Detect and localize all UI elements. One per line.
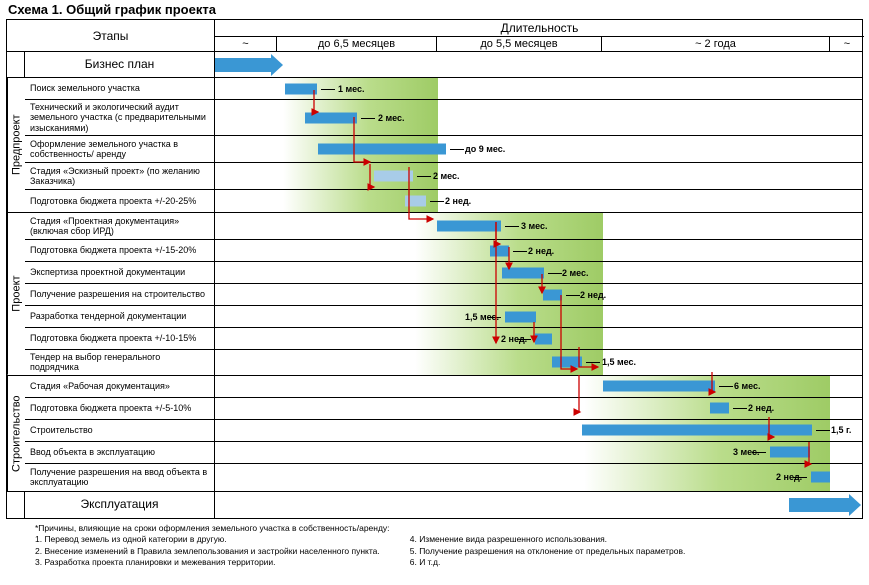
task-label: Стадия «Рабочая документация» (25, 376, 215, 397)
task-label: Стадия «Эскизный проект» (по желанию Зак… (25, 163, 215, 189)
task-label: Разработка тендерной документации (25, 306, 215, 327)
header-duration: Длительность (215, 20, 864, 37)
footnotes: *Причины, влияющие на сроки оформления з… (0, 519, 869, 569)
task-label: Получение разрешения на строительство (25, 284, 215, 305)
header-col: ~ (830, 37, 864, 51)
footnote-item: 6. И т.д. (410, 557, 686, 568)
duration-label: 1,5 мес. (602, 357, 636, 367)
duration-label: 2 нед. (776, 472, 802, 482)
gantt-bar (305, 112, 357, 123)
task-label: Подготовка бюджета проекта +/-20-25% (25, 190, 215, 212)
duration-label: до 9 мес. (465, 144, 505, 154)
footnote-item: 3. Разработка проекта планировки и межев… (35, 557, 380, 568)
task-label: Тендер на выбор генерального подрядчика (25, 350, 215, 375)
task-label: Поиск земельного участка (25, 78, 215, 99)
duration-label: 3 мес. (733, 447, 760, 457)
task-label: Стадия «Проектная документация» (включая… (25, 213, 215, 239)
gantt-bar (710, 403, 729, 414)
duration-label: 6 мес. (734, 381, 761, 391)
business-plan-label: Бизнес план (25, 52, 215, 77)
header-col: ~ (215, 37, 277, 51)
footnote-item: 1. Перевод земель из одной категории в д… (35, 534, 380, 545)
gantt-bar (285, 83, 317, 94)
duration-label: 2 мес. (433, 171, 460, 181)
gantt-bar (582, 425, 812, 436)
gantt-bar (552, 357, 582, 368)
exploitation-label: Эксплуатация (25, 492, 215, 518)
task-label: Технический и экологический аудит земель… (25, 100, 215, 135)
header-stages: Этапы (7, 20, 215, 51)
chart-title: Схема 1. Общий график проекта (0, 0, 869, 19)
exploitation-bar (789, 498, 849, 512)
group-label: Предпроект (7, 78, 25, 212)
business-plan-bar (215, 58, 271, 72)
duration-label: 1,5 мес. (465, 312, 499, 322)
gantt-chart: Этапы Длительность ~до 6,5 месяцевдо 5,5… (6, 19, 863, 519)
duration-label: 2 нед. (748, 403, 774, 413)
header-row: Этапы Длительность ~до 6,5 месяцевдо 5,5… (7, 20, 862, 52)
gantt-bar (770, 447, 810, 458)
footnote-item: 2. Внесение изменений в Правила землепол… (35, 546, 380, 557)
footnote-item: 4. Изменение вида разрешенного использов… (410, 534, 686, 545)
duration-label: 2 нед. (580, 290, 606, 300)
duration-label: 2 мес. (562, 268, 589, 278)
task-label: Подготовка бюджета проекта +/-5-10% (25, 398, 215, 419)
duration-label: 2 нед. (445, 196, 471, 206)
gantt-bar (811, 472, 830, 483)
header-col: до 6,5 месяцев (277, 37, 437, 51)
task-label: Получение разрешения на ввод объекта в э… (25, 464, 215, 491)
duration-label: 1,5 г. (831, 425, 851, 435)
footnote-title: *Причины, влияющие на сроки оформления з… (35, 523, 834, 534)
gantt-bar (490, 245, 509, 256)
task-label: Ввод объекта в эксплуатацию (25, 442, 215, 463)
gantt-bar (502, 267, 544, 278)
header-col: до 5,5 месяцев (437, 37, 602, 51)
gantt-bar (603, 381, 715, 392)
task-label: Экспертиза проектной документации (25, 262, 215, 283)
group-label: Строительство (7, 376, 25, 491)
gantt-bar (505, 311, 536, 322)
task-label: Подготовка бюджета проекта +/-10-15% (25, 328, 215, 349)
footnote-item: 5. Получение разрешения на отклонение от… (410, 546, 686, 557)
duration-label: 3 мес. (521, 221, 548, 231)
duration-label: 2 нед. (528, 246, 554, 256)
gantt-bar (405, 196, 426, 207)
duration-label: 1 мес. (338, 84, 365, 94)
group-label: Проект (7, 213, 25, 375)
duration-label: 2 нед. (501, 334, 527, 344)
gantt-bar (318, 144, 446, 155)
gantt-bar (437, 221, 501, 232)
task-label: Строительство (25, 420, 215, 441)
header-col: ~ 2 года (602, 37, 830, 51)
gantt-bar (374, 171, 413, 182)
task-label: Оформление земельного участка в собствен… (25, 136, 215, 162)
task-label: Подготовка бюджета проекта +/-15-20% (25, 240, 215, 261)
gantt-bar (543, 289, 562, 300)
duration-label: 2 мес. (378, 113, 405, 123)
gantt-bar (535, 333, 552, 344)
